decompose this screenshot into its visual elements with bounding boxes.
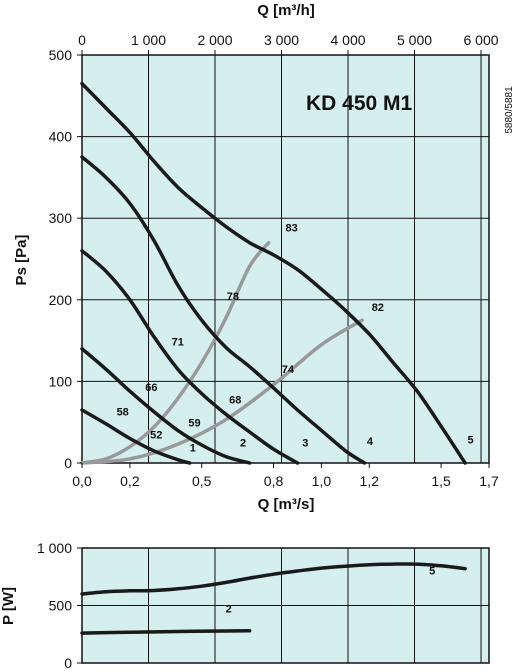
power-curve-2 xyxy=(80,629,252,635)
x2-tick-label: 4 000 xyxy=(330,32,365,48)
x2-tick-label: 3 000 xyxy=(264,32,299,48)
power-grid xyxy=(81,547,489,664)
power-y-tick-label: 500 xyxy=(49,598,73,614)
fan-curve-4 xyxy=(80,155,367,465)
efficiency-label: 68 xyxy=(229,394,241,406)
curve-label-82: 82 xyxy=(372,302,384,314)
main-x2-ticks: 0 1 000 2 000 3 000 4 000 5 000 6 000 xyxy=(78,32,499,55)
system-curve-83 xyxy=(80,240,271,465)
main-curves xyxy=(80,81,467,465)
efficiency-label: 58 xyxy=(117,407,129,419)
power-y-axis-title: P [W] xyxy=(0,587,17,625)
fan-curve-5 xyxy=(80,81,467,465)
fan-curve-3 xyxy=(80,249,300,465)
power-curve-5 xyxy=(80,562,467,596)
y-tick-label: 200 xyxy=(49,292,73,308)
x-tick-label: 0,8 xyxy=(264,473,284,489)
y-tick-label: 100 xyxy=(49,373,73,389)
curve-label-83: 83 xyxy=(286,222,298,234)
power-y-ticks: 0 500 1 000 xyxy=(37,540,82,671)
curve-label-1: 1 xyxy=(190,443,196,455)
efficiency-label: 52 xyxy=(150,430,162,442)
efficiency-label: 66 xyxy=(145,382,157,394)
curve-label-5: 5 xyxy=(467,434,473,446)
main-grid xyxy=(81,54,489,464)
power-y-tick-label: 0 xyxy=(64,655,72,671)
top-axis-title: Q [m³/h] xyxy=(257,2,315,19)
main-x-ticks: 0,0 0,2 0,5 0,8 1,0 1,2 1,5 1,7 xyxy=(72,463,499,489)
x2-tick-label: 1 000 xyxy=(131,32,166,48)
x-tick-label: 1,5 xyxy=(431,473,451,489)
y-tick-label: 300 xyxy=(49,210,73,226)
x-tick-label: 0,5 xyxy=(192,473,212,489)
power-curve-labels: 52 xyxy=(226,565,436,615)
efficiency-label: 59 xyxy=(188,417,200,429)
power-y-tick-label: 1 000 xyxy=(37,540,72,556)
curve-label-2: 2 xyxy=(240,438,246,450)
curve-label-4: 4 xyxy=(367,436,374,448)
efficiency-label: 78 xyxy=(227,291,239,303)
x2-tick-label: 6 000 xyxy=(463,32,498,48)
y-axis-title: Ps [Pa] xyxy=(13,235,30,286)
fan-curve-2 xyxy=(80,347,252,465)
x2-tick-label: 0 xyxy=(78,32,86,48)
main-y-ticks: 0 100 200 300 400 500 xyxy=(49,47,82,471)
fan-curve-1 xyxy=(80,408,192,465)
x-tick-label: 1,2 xyxy=(360,473,380,489)
x2-tick-label: 2 000 xyxy=(197,32,232,48)
x-tick-label: 1,7 xyxy=(479,473,499,489)
drawing-code: 5880/5881 xyxy=(504,86,515,134)
curve-label-3: 3 xyxy=(302,438,308,450)
y-tick-label: 400 xyxy=(49,129,73,145)
power-curve-label-5: 5 xyxy=(429,565,435,577)
main-chart: 0,0 0,2 0,5 0,8 1,0 1,2 1,5 1,7 010020030040050… xyxy=(13,2,515,513)
power-curves xyxy=(80,562,467,635)
system-curve-82 xyxy=(80,318,364,465)
model-title: KD 450 M1 xyxy=(306,92,413,115)
y-tick-label: 0 xyxy=(64,455,72,471)
efficiency-label: 71 xyxy=(172,336,184,348)
power-curve-label-2: 2 xyxy=(226,603,232,615)
x-tick-label: 0,2 xyxy=(120,473,140,489)
efficiency-label: 74 xyxy=(282,364,295,376)
x-axis-title: Q [m³/s] xyxy=(258,496,315,513)
x2-tick-label: 5 000 xyxy=(397,32,432,48)
x-tick-label: 1,0 xyxy=(312,473,332,489)
x-tick-label: 0,0 xyxy=(72,473,92,489)
y-tick-label: 500 xyxy=(49,47,73,63)
main-curve-labels: 1 2 3 4 5 83 82 78 71 74 66 68 58 52 59 xyxy=(117,222,474,454)
